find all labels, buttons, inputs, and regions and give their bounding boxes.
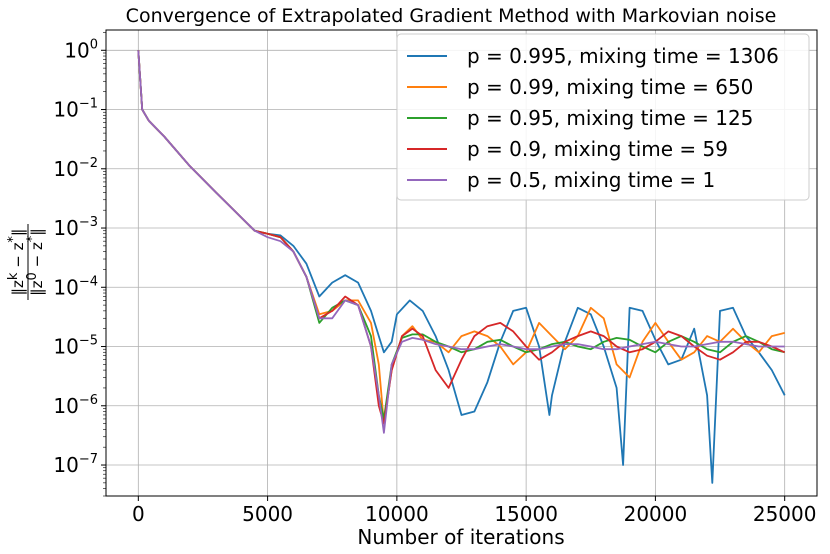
legend-box — [396, 33, 810, 201]
legend-label: p = 0.995, mixing time = 1306 — [467, 44, 779, 68]
y-tick-label: 10−6 — [53, 393, 98, 418]
y-tick-label: 10−4 — [53, 274, 98, 299]
x-tick-label: 0 — [132, 502, 145, 526]
legend: p = 0.995, mixing time = 1306 p = 0.99, m… — [396, 33, 810, 201]
x-tick-label: 5000 — [242, 502, 293, 526]
y-tick-label: 10−7 — [53, 452, 98, 477]
ticks: 0 5000 10000 15000 20000 25000 100 10−1 10−2 10−3… — [53, 32, 816, 526]
x-tick-label: 25000 — [753, 502, 817, 526]
series-line-5 — [137, 50, 785, 434]
x-tick-label: 20000 — [624, 502, 688, 526]
plot-frame — [105, 29, 818, 497]
series-line-1 — [137, 50, 786, 484]
y-axis-label: ‖zk − z*‖ ‖z0 − z*‖ — [6, 224, 46, 300]
chart-title: Convergence of Extrapolated Gradient Met… — [126, 5, 777, 27]
y-tick-label: 10−5 — [53, 334, 98, 359]
series-line-4 — [137, 50, 786, 425]
legend-label: p = 0.5, mixing time = 1 — [467, 168, 715, 192]
legend-label: p = 0.95, mixing time = 125 — [467, 106, 753, 130]
series-group — [137, 50, 786, 484]
x-tick-label: 15000 — [494, 502, 558, 526]
y-tick-label: 10−1 — [53, 97, 98, 122]
y-tick-label: 100 — [64, 37, 98, 62]
y-axis-label-numerator: ‖zk − z*‖ — [6, 229, 27, 296]
legend-label: p = 0.9, mixing time = 59 — [467, 137, 728, 161]
legend-label: p = 0.99, mixing time = 650 — [467, 75, 753, 99]
y-tick-label: 10−3 — [53, 215, 98, 240]
y-tick-label: 10−2 — [53, 156, 98, 181]
x-axis-label: Number of iterations — [357, 525, 564, 549]
x-tick-label: 10000 — [365, 502, 429, 526]
y-axis-label-denominator: ‖z0 − z*‖ — [25, 228, 46, 296]
